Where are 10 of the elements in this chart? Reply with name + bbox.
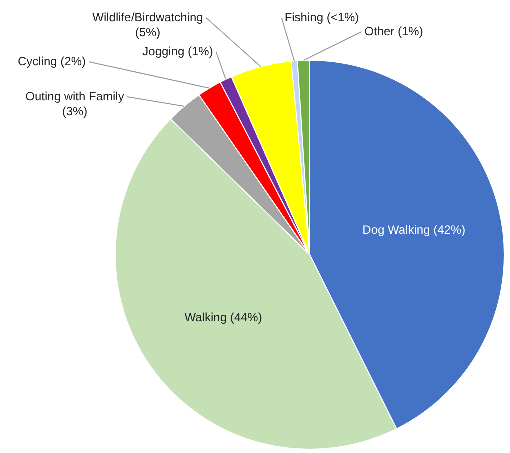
data-label: (5%)	[135, 25, 161, 40]
slice-label: Dog Walking (42%)	[362, 222, 466, 237]
slice-label: Outing with Family	[26, 89, 124, 104]
slice-label: Walking (44%)	[184, 310, 262, 324]
data-label: (3%)	[62, 104, 88, 118]
slice-label: Fishing (<1%)	[284, 10, 360, 24]
slice-label: Other (1%)	[364, 24, 424, 38]
slice-label: Cycling (2%)	[18, 54, 86, 68]
slice-label: Wildlife/Birdwatching	[92, 10, 204, 24]
slice-label: Jogging (1%)	[142, 44, 214, 58]
